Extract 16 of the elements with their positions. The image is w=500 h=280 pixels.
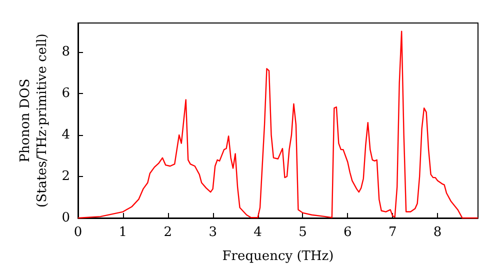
x-axis-title: Frequency (THz) (222, 249, 334, 264)
x-tick-label: 5 (298, 225, 307, 240)
y-tick-label: 6 (62, 86, 70, 102)
y-tick-label: 4 (62, 128, 70, 143)
y-tick-label: 0 (62, 210, 70, 226)
x-tick-label: 2 (164, 225, 172, 240)
x-tick-label: 8 (433, 225, 442, 240)
y-axis-title: Phonon DOS (States/THz·primitive cell) (18, 33, 50, 208)
x-tick-label: 1 (118, 225, 128, 240)
x-tick-label: 7 (388, 225, 397, 240)
y-tick-label: 2 (62, 169, 70, 184)
y-tick-label: 8 (62, 44, 70, 60)
x-tick-label: 4 (254, 225, 262, 240)
x-tick-label: 6 (344, 225, 352, 240)
x-tick-label: 0 (74, 225, 82, 240)
x-tick-label: 3 (208, 225, 217, 240)
